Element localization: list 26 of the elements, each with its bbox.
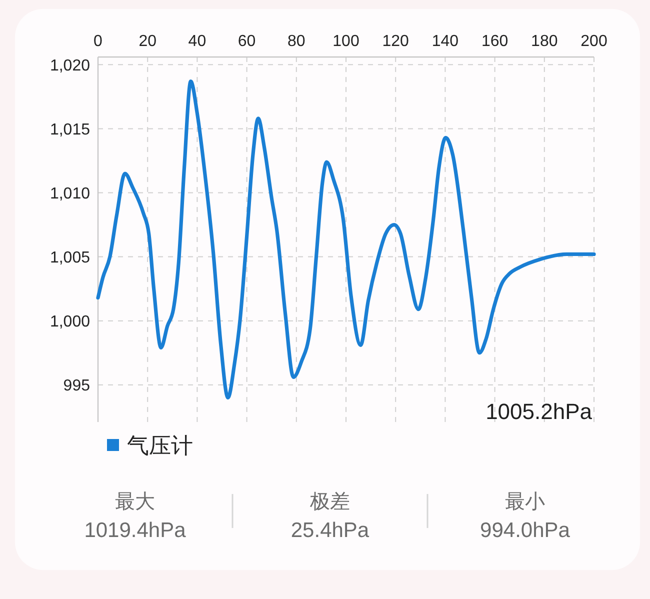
y-tick-label: 1,005 (50, 249, 90, 266)
text: 1019.4hPa (84, 519, 186, 542)
y-tick-label: 1,015 (50, 121, 90, 138)
text: 25.4hPa (290, 519, 370, 542)
x-tick-label: 160 (481, 33, 508, 50)
y-tick-label: 995 (63, 377, 90, 394)
text: 极差 (309, 491, 350, 513)
x-tick-label: 180 (531, 33, 558, 50)
text: 994.0hPa (480, 519, 570, 542)
y-tick-label: 1,010 (50, 185, 90, 202)
annotation: 1005.2hPa (486, 399, 593, 424)
x-tick-label: 20 (138, 33, 157, 50)
x-tick-label: 140 (432, 33, 459, 50)
text: 最小 (505, 491, 545, 513)
text: 最大 (115, 491, 155, 513)
x-tick-label: 100 (332, 33, 360, 50)
y-tick-label: 1,000 (50, 313, 90, 330)
x-tick-label: 80 (288, 33, 306, 50)
x-tick-label: 60 (238, 33, 256, 50)
x-tick-label: 120 (382, 33, 410, 50)
legend-label: 气压计 (127, 432, 193, 458)
x-tick-label: 0 (94, 33, 103, 50)
x-tick-label: 200 (580, 33, 608, 50)
y-tick-label: 1,020 (50, 57, 90, 74)
line-series (96, 80, 596, 400)
x-tick-label: 40 (188, 33, 206, 50)
